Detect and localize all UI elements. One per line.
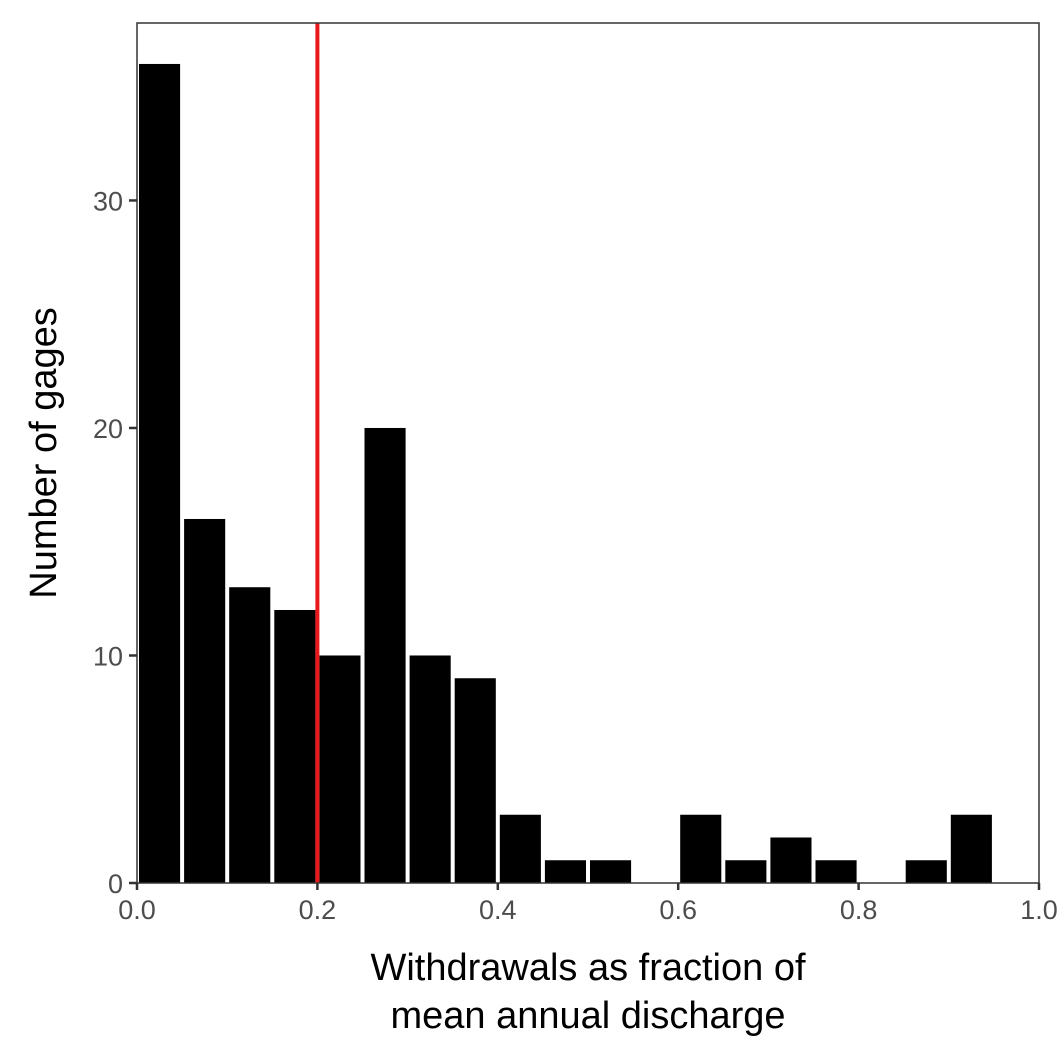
x-tick-label: 0.4: [479, 895, 517, 925]
histogram-bar: [950, 814, 992, 883]
histogram-bar: [184, 518, 226, 883]
y-tick-label: 20: [93, 414, 123, 444]
histogram-bar: [319, 655, 361, 883]
x-tick-label: 0.8: [840, 895, 878, 925]
histogram-bar: [409, 655, 451, 883]
panel-border: [136, 22, 1040, 884]
histogram-bar: [229, 587, 271, 883]
histogram-bar: [499, 814, 541, 883]
x-tick-label: 0.2: [299, 895, 337, 925]
x-tick-label: 0.6: [659, 895, 697, 925]
histogram-bar: [590, 860, 632, 883]
histogram-bar: [725, 860, 767, 883]
x-tick-label: 1.0: [1020, 895, 1058, 925]
histogram-bar: [680, 814, 722, 883]
y-tick-label: 10: [93, 641, 123, 671]
histogram-bar: [905, 860, 947, 883]
bars-group: [139, 63, 992, 883]
y-axis-title: Number of gages: [23, 307, 65, 599]
x-axis-title-line-1: Withdrawals as fraction of: [370, 947, 805, 989]
histogram-bar: [770, 837, 812, 883]
x-axis: 0.0 0.2 0.4 0.6 0.8 1.0: [118, 883, 1058, 925]
histogram-bar: [544, 860, 586, 883]
x-tick-label: 0.0: [118, 895, 156, 925]
histogram-bar: [454, 678, 496, 883]
y-tick-label: 30: [93, 186, 123, 216]
histogram-bar: [364, 427, 406, 883]
x-axis-title-line-2: mean annual discharge: [390, 995, 785, 1037]
histogram-bar: [274, 609, 316, 883]
histogram-bar: [815, 860, 857, 883]
y-tick-label: 0: [108, 869, 123, 899]
histogram-bar: [139, 63, 181, 883]
y-axis: 0 10 20 30: [93, 186, 137, 899]
